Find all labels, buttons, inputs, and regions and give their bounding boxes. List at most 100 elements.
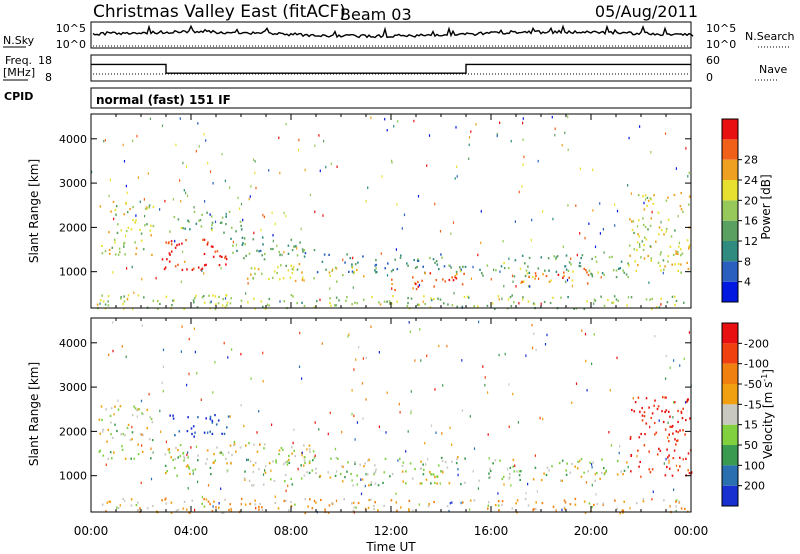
noise-cell-780 xyxy=(168,447,170,451)
noise-cell-728 xyxy=(329,411,331,415)
scatter-cell-32 xyxy=(114,423,116,426)
scatter-cell-609 xyxy=(451,304,454,307)
scatter-cell-355 xyxy=(559,479,562,482)
scatter-cell-147 xyxy=(293,449,295,452)
scatter-cell-473 xyxy=(667,260,669,263)
noise-cell-733 xyxy=(679,364,681,367)
scatter-cell-622 xyxy=(164,498,166,501)
noise-cell-690 xyxy=(434,388,436,391)
scatter-cell-232 xyxy=(262,483,265,486)
scatter-cell-418 xyxy=(672,432,674,435)
noise-cell-684 xyxy=(468,143,470,147)
noise-cell-747 xyxy=(360,478,362,481)
scatter-cell-346 xyxy=(592,461,595,464)
scatter-cell-319 xyxy=(501,477,504,481)
scatter-cell-380 xyxy=(668,440,670,443)
scatter-cell-209 xyxy=(291,271,294,275)
scatter-cell-536 xyxy=(191,499,194,502)
scatter-cell-101 xyxy=(174,246,177,249)
scatter-cell-109 xyxy=(199,219,202,222)
scatter-cell-557 xyxy=(583,500,586,503)
scatter-cell-613 xyxy=(221,511,223,515)
scatter-cell-37 xyxy=(123,213,125,216)
scatter-cell-31 xyxy=(149,416,151,419)
scatter-cell-506 xyxy=(226,304,228,307)
scatter-cell-430 xyxy=(645,422,648,425)
noise-cell-881 xyxy=(665,377,667,380)
scatter-cell-22 xyxy=(116,231,119,234)
scatter-cell-574 xyxy=(285,499,287,502)
scatter-cell-437 xyxy=(665,409,668,412)
scatter-cell-469 xyxy=(675,252,677,255)
scatter-cell-377 xyxy=(563,274,565,278)
noise-cell-709 xyxy=(150,477,153,481)
scatter-cell-332 xyxy=(627,262,629,265)
scatter-cell-504 xyxy=(194,296,196,300)
scatter-cell-38 xyxy=(133,457,136,460)
scatter-cell-84 xyxy=(189,472,191,475)
scatter-cell-124 xyxy=(209,415,212,418)
scatter-cell-76 xyxy=(168,252,171,255)
scatter-cell-200 xyxy=(328,271,331,274)
scatter-cell-566 xyxy=(427,505,430,508)
scatter-cell-333 xyxy=(568,261,571,264)
noise-cell-674 xyxy=(496,132,498,136)
scatter-cell-82 xyxy=(185,465,188,468)
scatter-cell-300 xyxy=(424,463,427,466)
scatter-cell-295 xyxy=(368,458,370,461)
noise-cell-730 xyxy=(585,481,588,484)
noise-cell-833 xyxy=(254,307,256,310)
scatter-cell-138 xyxy=(308,444,311,447)
scatter-cell-312 xyxy=(518,474,521,477)
colorbar-swatch-3 xyxy=(722,424,738,446)
noise-cell-768 xyxy=(409,330,411,333)
noise-cell-689 xyxy=(342,258,344,262)
scatter-cell-442 xyxy=(680,248,682,251)
scatter-cell-169 xyxy=(241,236,244,239)
noise-cell-735 xyxy=(303,279,305,282)
scatter-cell-592 xyxy=(684,507,686,510)
noise-cell-818 xyxy=(270,469,272,472)
scatter-cell-180 xyxy=(374,482,377,485)
noise-cell-697 xyxy=(470,130,472,133)
scatter-cell-527 xyxy=(123,307,125,310)
scatter-cell-415 xyxy=(642,217,644,220)
noise-cell-738 xyxy=(616,356,618,360)
scatter-cell-2 xyxy=(107,457,109,460)
scatter-cell-458 xyxy=(642,195,644,198)
scatter-cell-573 xyxy=(593,298,596,301)
scatter-cell-189 xyxy=(339,472,342,476)
scatter-cell-99 xyxy=(212,255,215,258)
scatter-cell-455 xyxy=(644,433,646,436)
scatter-cell-591 xyxy=(283,499,286,503)
scatter-cell-252 xyxy=(351,270,354,273)
scatter-cell-313 xyxy=(565,268,568,271)
noise-cell-732 xyxy=(561,508,563,512)
noise-cell-828 xyxy=(144,214,146,218)
colorbar-swatch-5 xyxy=(722,384,738,405)
scatter-cell-277 xyxy=(440,456,443,459)
scatter-cell-197 xyxy=(298,263,301,266)
scatter-cell-306 xyxy=(421,279,423,282)
scatter-cell-149 xyxy=(287,244,290,247)
scatter-cell-486 xyxy=(324,508,326,511)
scatter-cell-433 xyxy=(637,449,639,452)
scatter-cell-527 xyxy=(135,504,138,507)
scatter-cell-532 xyxy=(663,499,665,502)
noise-cell-893 xyxy=(240,502,242,506)
scatter-cell-597 xyxy=(311,507,314,510)
scatter-cell-563 xyxy=(574,497,577,500)
velocity-ylabel: Slant Range [km] xyxy=(27,362,41,466)
scatter-cell-222 xyxy=(405,470,407,473)
scatter-cell-56 xyxy=(110,421,112,424)
scatter-cell-462 xyxy=(674,263,676,266)
noise-cell-683 xyxy=(362,357,364,360)
scatter-cell-642 xyxy=(159,302,161,306)
scatter-cell-502 xyxy=(497,504,500,507)
scatter-cell-369 xyxy=(659,449,662,452)
scatter-cell-71 xyxy=(165,241,167,244)
scatter-cell-364 xyxy=(514,259,517,262)
noise-cell-780 xyxy=(186,194,189,198)
noise-cell-829 xyxy=(149,117,151,121)
scatter-cell-309 xyxy=(576,467,579,470)
